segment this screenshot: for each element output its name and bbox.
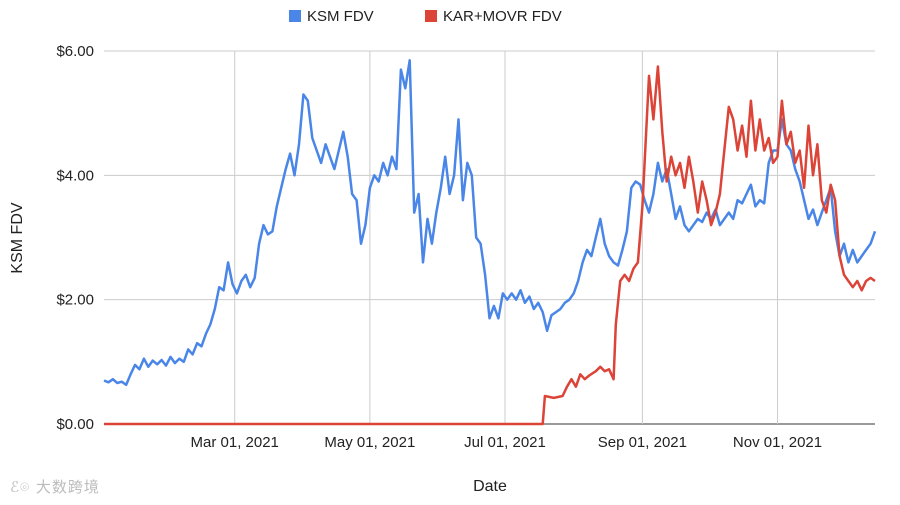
x-axis-ticks: Mar 01, 2021 May 01, 2021 Jul 01, 2021 Sep … bbox=[191, 434, 823, 451]
y-tick-label: $4.00 bbox=[56, 167, 94, 184]
x-axis-label: Date bbox=[473, 478, 507, 495]
legend-label: KAR+MOVR FDV bbox=[443, 8, 562, 25]
x-tick-label: Jul 01, 2021 bbox=[464, 434, 546, 451]
series-layer bbox=[103, 59, 877, 426]
y-axis-label: KSM FDV bbox=[9, 202, 26, 273]
x-tick-label: Nov 01, 2021 bbox=[733, 434, 822, 451]
gridlines bbox=[104, 50, 875, 425]
chart-legend: KSM FDV KAR+MOVR FDV bbox=[289, 8, 562, 25]
series-line-ksm-fdv bbox=[103, 59, 877, 387]
watermark: ℰ⌾ 大数跨境 bbox=[10, 476, 100, 497]
x-tick-label: Mar 01, 2021 bbox=[191, 434, 279, 451]
y-axis-ticks: $0.00 $2.00 $4.00 $6.00 bbox=[56, 43, 94, 433]
brand-logo-icon: ℰ⌾ bbox=[10, 478, 31, 496]
y-tick-label: $6.00 bbox=[56, 43, 94, 60]
legend-swatch bbox=[289, 10, 301, 22]
x-tick-label: Sep 01, 2021 bbox=[598, 434, 687, 451]
watermark-text: 大数跨境 bbox=[35, 478, 100, 496]
x-tick-label: May 01, 2021 bbox=[324, 434, 415, 451]
y-tick-label: $2.00 bbox=[56, 292, 94, 309]
series-line-kar-movr-fdv bbox=[104, 65, 876, 426]
y-tick-label: $0.00 bbox=[56, 416, 94, 433]
legend-label: KSM FDV bbox=[307, 8, 374, 25]
legend-swatch bbox=[425, 10, 437, 22]
